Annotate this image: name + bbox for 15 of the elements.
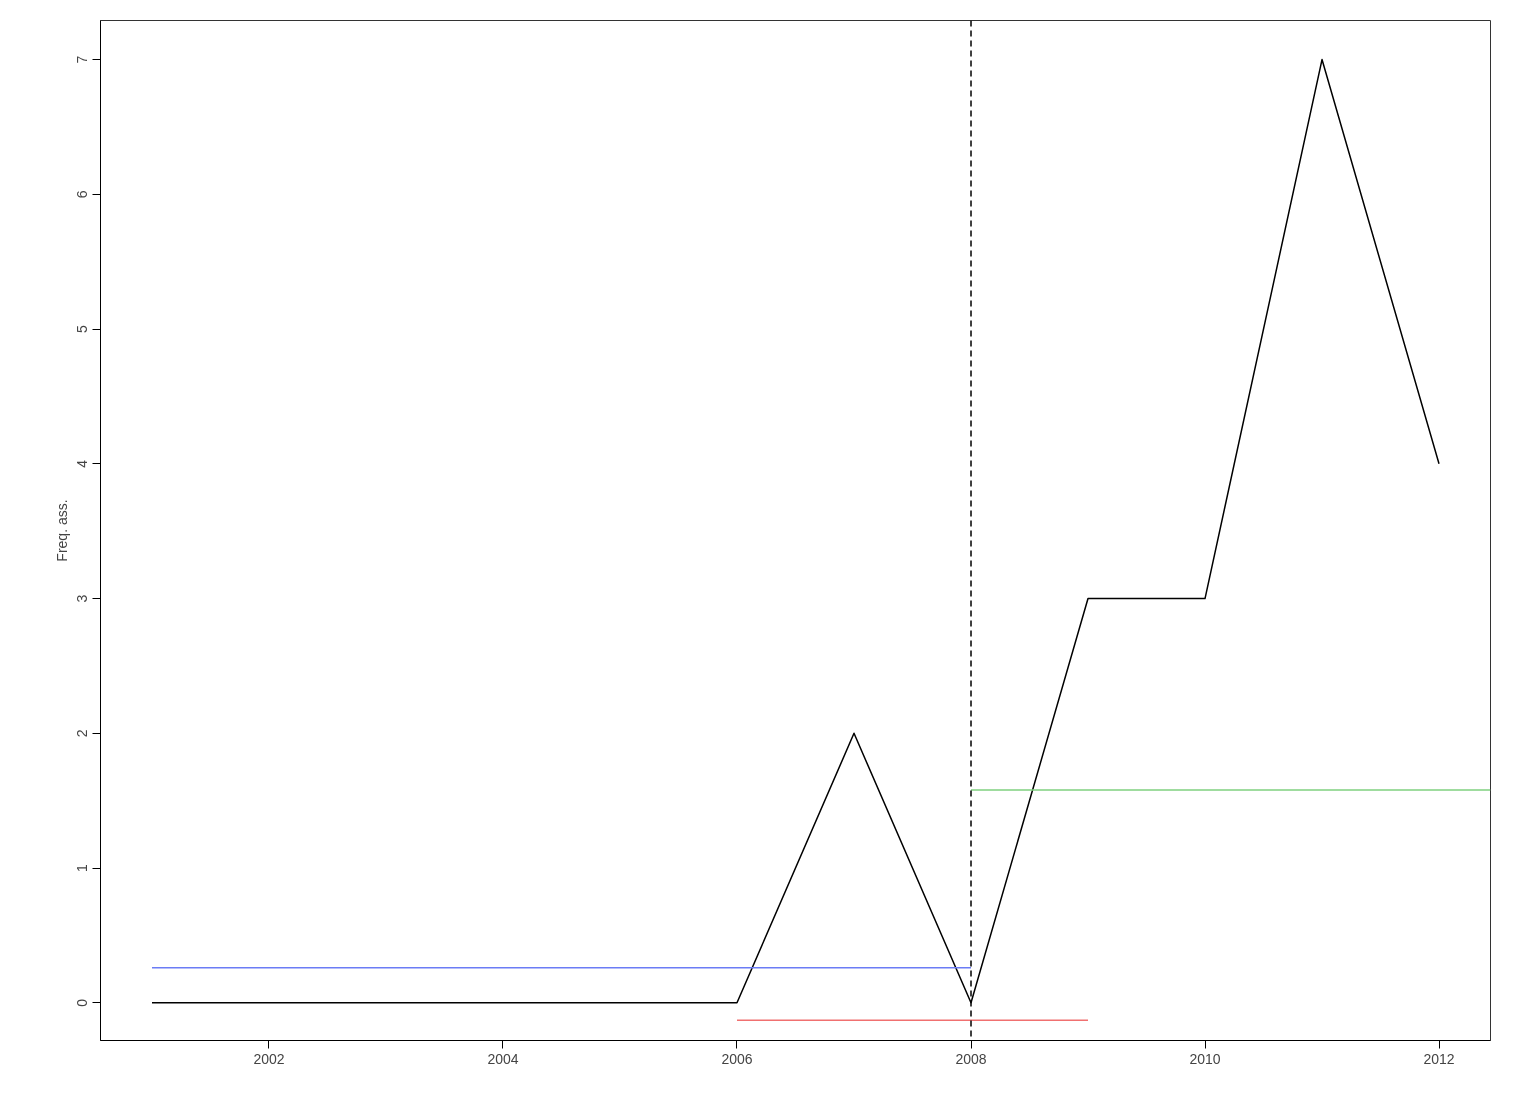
y-tick-label: 7 (74, 55, 91, 64)
y-tick-label: 5 (74, 324, 91, 333)
y-tick-label: 3 (74, 594, 91, 603)
y-axis-title: Freq. ass. (53, 499, 70, 562)
y-tick-label: 1 (74, 863, 91, 872)
x-tick-label: 2010 (1189, 1050, 1221, 1067)
x-tick-label: 2006 (721, 1050, 753, 1067)
x-tick-label: 2002 (253, 1050, 285, 1067)
y-tick-label: 4 (74, 459, 91, 468)
x-tick-label: 2012 (1423, 1050, 1455, 1067)
x-tick-label: 2004 (487, 1050, 519, 1067)
x-tick-label: 2008 (955, 1050, 987, 1067)
y-tick-label: 2 (74, 729, 91, 738)
y-tick-label: 0 (74, 998, 91, 1007)
y-tick-label: 6 (74, 190, 91, 199)
